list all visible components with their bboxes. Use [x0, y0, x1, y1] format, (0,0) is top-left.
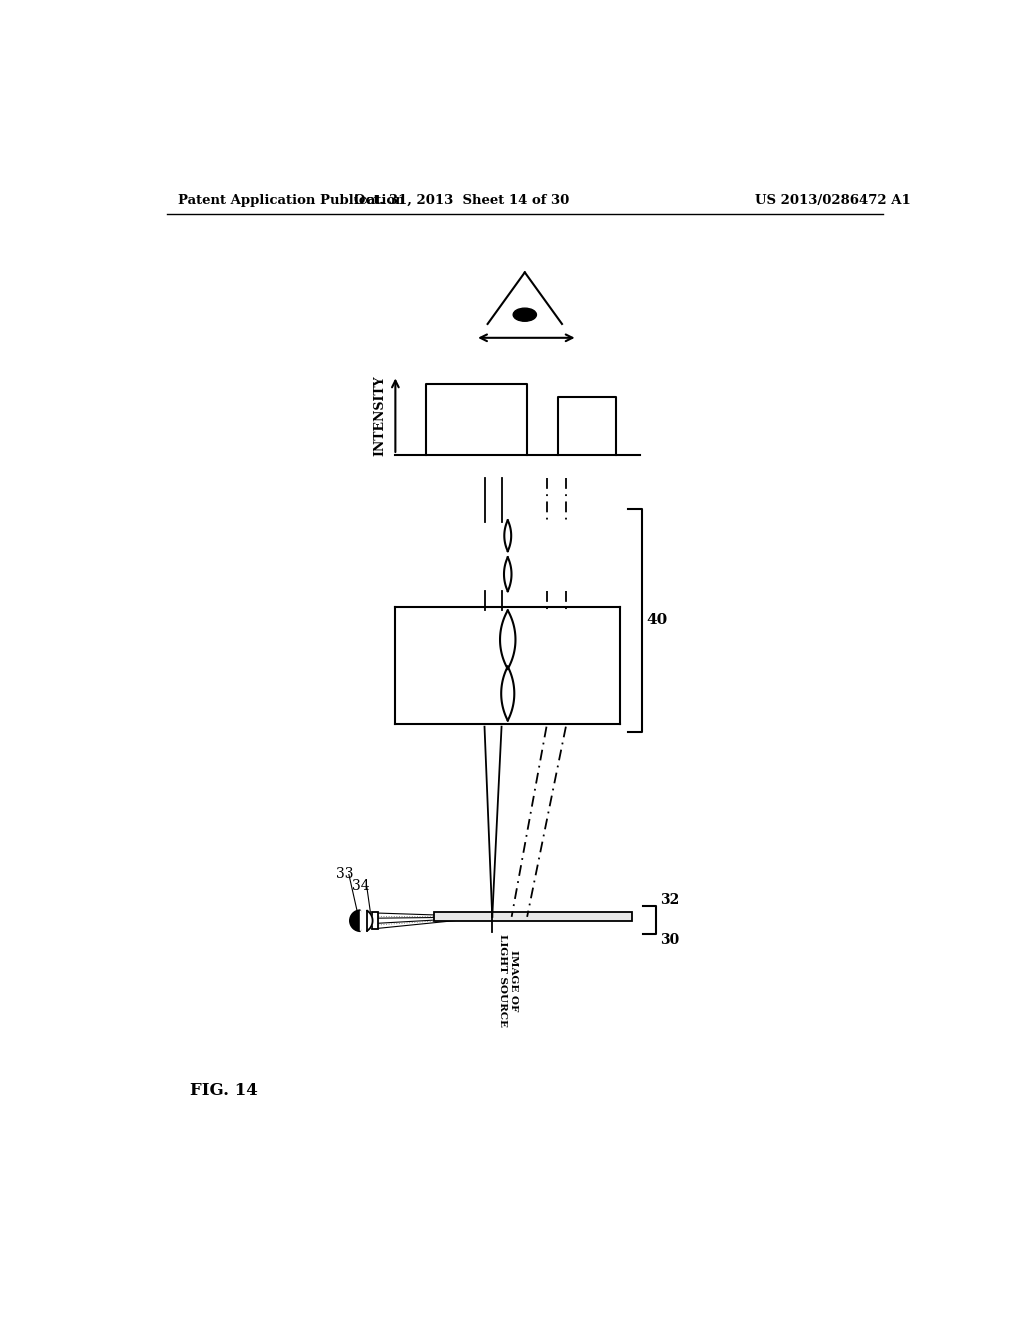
Bar [434, 912, 632, 921]
Text: 34: 34 [351, 879, 370, 894]
Bar [372, 912, 378, 929]
Text: 33: 33 [336, 867, 353, 882]
Text: 32: 32 [659, 892, 679, 907]
Text: IMAGE OF
LIGHT SOURCE: IMAGE OF LIGHT SOURCE [499, 933, 518, 1027]
Text: FIG. 14: FIG. 14 [190, 1081, 258, 1098]
Text: Oct. 31, 2013  Sheet 14 of 30: Oct. 31, 2013 Sheet 14 of 30 [353, 194, 569, 207]
Text: INTENSITY: INTENSITY [373, 375, 386, 455]
Text: 40: 40 [646, 614, 668, 627]
Polygon shape [360, 911, 373, 931]
Text: 30: 30 [659, 933, 679, 946]
Ellipse shape [513, 308, 537, 321]
Text: US 2013/0286472 A1: US 2013/0286472 A1 [756, 194, 911, 207]
Polygon shape [350, 911, 360, 931]
Text: Patent Application Publication: Patent Application Publication [178, 194, 406, 207]
